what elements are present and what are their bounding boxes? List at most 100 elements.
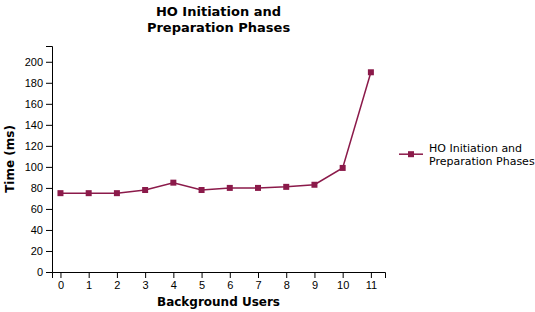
tick-label: 120 — [25, 140, 43, 152]
tick: 0 — [58, 272, 64, 291]
legend-marker — [408, 151, 414, 157]
tick: 4 — [171, 272, 177, 291]
tick-label: 20 — [31, 245, 43, 257]
tick: 1 — [86, 272, 92, 291]
marker — [227, 185, 233, 191]
tick-mark — [173, 272, 174, 278]
tick-mark — [46, 146, 52, 147]
tick: 140 — [25, 119, 52, 131]
tick: 8 — [284, 272, 290, 291]
tick-mark — [46, 230, 52, 231]
tick-label: 160 — [25, 98, 43, 110]
tick-mark — [46, 209, 52, 210]
tick: 160 — [25, 98, 52, 110]
legend-label-line: HO Initiation and — [429, 142, 522, 155]
legend-item: HO Initiation andPreparation Phases — [399, 142, 535, 168]
marker — [57, 190, 63, 196]
tick-mark — [46, 62, 52, 63]
tick-mark — [46, 188, 52, 189]
tick-label: 11 — [366, 279, 377, 291]
x-axis-title: Background Users — [157, 295, 280, 309]
tick: 200 — [25, 56, 52, 68]
line — [60, 72, 370, 193]
legend-label-line: Preparation Phases — [429, 155, 535, 168]
tick-label: 10 — [337, 279, 349, 291]
marker — [170, 180, 176, 186]
tick-mark — [46, 83, 52, 84]
legend: HO Initiation andPreparation Phases — [399, 142, 535, 168]
tick-mark — [46, 167, 52, 168]
marker — [311, 182, 317, 188]
tick-mark — [286, 272, 287, 278]
tick: 60 — [31, 203, 52, 215]
tick-label: 140 — [25, 119, 43, 131]
tick: 20 — [31, 245, 52, 257]
y-axis-title: Time (ms) — [3, 125, 17, 193]
tick: 120 — [25, 140, 52, 152]
tick-mark — [343, 272, 344, 278]
tick: 0 — [37, 266, 52, 278]
tick: 10 — [337, 272, 349, 291]
tick-label: 0 — [37, 266, 43, 278]
tick: 11 — [366, 272, 377, 291]
marker — [114, 190, 120, 196]
marks — [57, 69, 373, 196]
tick: 40 — [31, 224, 52, 236]
tick-label: 180 — [25, 77, 43, 89]
title: HO Initiation andPreparation Phases — [147, 4, 291, 35]
tick-mark — [46, 104, 52, 105]
tick: 5 — [199, 272, 205, 291]
marker — [142, 187, 148, 193]
tick-mark — [145, 272, 146, 278]
tick-mark — [258, 272, 259, 278]
tick-mark — [202, 272, 203, 278]
tick-label: 60 — [31, 203, 43, 215]
tick: 2 — [114, 272, 120, 291]
tick: 3 — [143, 272, 149, 291]
tick-mark — [371, 272, 372, 278]
tick: 100 — [25, 161, 52, 173]
legend-label: HO Initiation andPreparation Phases — [429, 142, 535, 168]
axis-line — [53, 273, 386, 279]
title-line: Preparation Phases — [147, 20, 291, 35]
tick: 7 — [255, 272, 261, 291]
chart: 0 1 2 3 4 5 6 7 8 9 10 11 0 20 40 60 80 100 120 140 160 180 20… — [0, 0, 535, 312]
marker — [340, 165, 346, 171]
tick-mark — [117, 272, 118, 278]
tick-mark — [46, 272, 52, 273]
marker — [255, 185, 261, 191]
tick-label: 40 — [31, 224, 43, 236]
tick-label: 200 — [25, 56, 43, 68]
tick-mark — [230, 272, 231, 278]
tick: 180 — [25, 77, 52, 89]
plot: 0 1 2 3 4 5 6 7 8 9 10 11 0 20 40 60 80 100 120 140 160 180 20… — [25, 47, 386, 291]
marker — [368, 69, 374, 75]
tick-label: 80 — [31, 182, 43, 194]
y-axis: 0 20 40 60 80 100 120 140 160 180 200 — [25, 47, 53, 279]
tick-label: 100 — [25, 161, 43, 173]
tick-mark — [46, 125, 52, 126]
x-axis: 0 1 2 3 4 5 6 7 8 9 10 11 — [53, 272, 386, 291]
tick-label: 1 — [86, 279, 92, 291]
marker — [283, 184, 289, 190]
tick-label: 7 — [255, 279, 261, 291]
tick-mark — [89, 272, 90, 278]
marker — [86, 190, 92, 196]
tick-mark — [46, 251, 52, 252]
tick-mark — [60, 272, 61, 278]
tick-label: 4 — [171, 279, 177, 291]
tick-label: 9 — [312, 279, 318, 291]
tick-label: 2 — [114, 279, 120, 291]
tick-label: 3 — [143, 279, 149, 291]
marker — [199, 187, 205, 193]
tick: 9 — [312, 272, 318, 291]
tick-label: 0 — [58, 279, 64, 291]
title-line: HO Initiation and — [156, 4, 281, 19]
tick-label: 8 — [284, 279, 290, 291]
axis-line — [46, 47, 53, 273]
tick-label: 5 — [199, 279, 205, 291]
tick-mark — [314, 272, 315, 278]
tick: 80 — [31, 182, 52, 194]
tick: 6 — [227, 272, 233, 291]
tick-label: 6 — [227, 279, 233, 291]
